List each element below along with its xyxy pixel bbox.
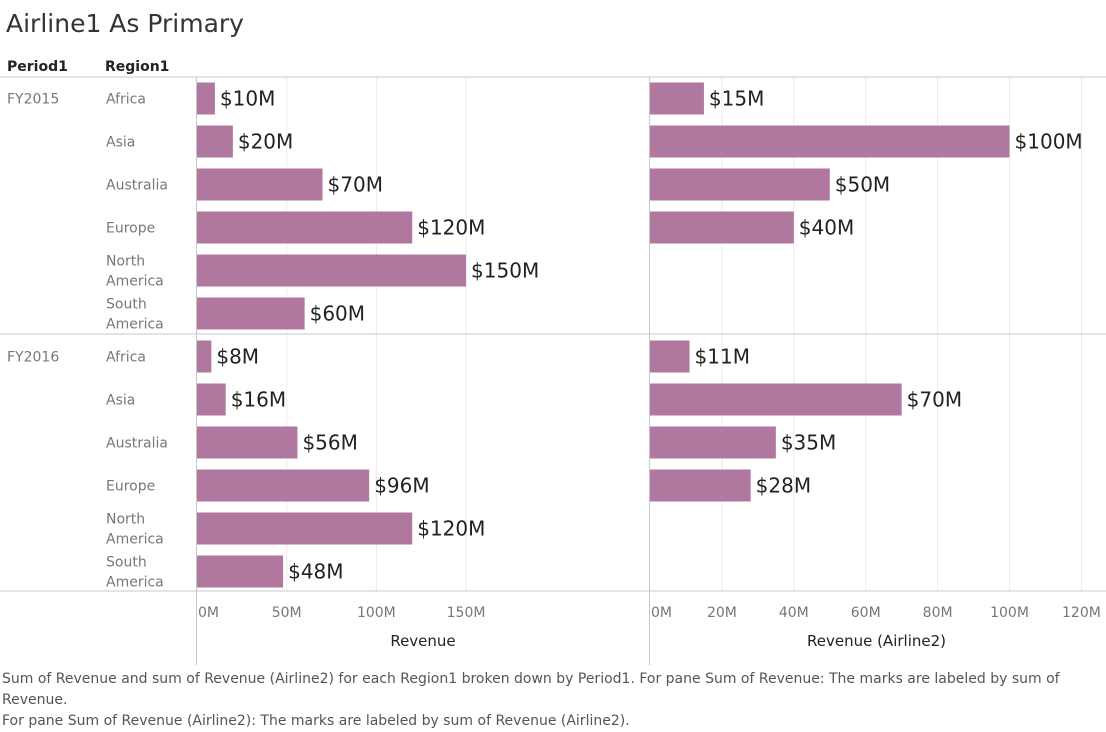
region-label: Europe	[106, 221, 155, 237]
tick-label: 150M	[447, 605, 486, 621]
period-header: Period1	[7, 59, 68, 75]
bar	[650, 340, 690, 373]
data-label: $70M	[907, 388, 962, 412]
bar	[650, 469, 751, 502]
bar	[197, 469, 370, 502]
tick-label: 80M	[923, 605, 953, 621]
data-label: $60M	[310, 302, 365, 326]
region-label: Europe	[106, 479, 155, 495]
data-label: $56M	[302, 431, 357, 455]
data-label: $100M	[1015, 130, 1083, 154]
region-label: Asia	[106, 135, 135, 151]
region-label: Africa	[106, 92, 146, 108]
data-label: $50M	[835, 173, 890, 197]
period-label: FY2016	[7, 350, 59, 366]
data-label: $70M	[328, 173, 383, 197]
data-label: $20M	[238, 130, 293, 154]
tick-label: 0M	[651, 605, 672, 621]
data-label: $16M	[231, 388, 286, 412]
bar	[197, 555, 284, 588]
region-label: America	[106, 274, 164, 290]
tick-label: 60M	[851, 605, 881, 621]
region-label: America	[106, 575, 164, 591]
data-label: $150M	[471, 259, 539, 283]
region-label: North	[106, 254, 145, 270]
x-axis-title: Revenue (Airline2)	[807, 632, 946, 650]
data-label: $11M	[695, 345, 750, 369]
region-label: Australia	[106, 178, 168, 194]
data-label: $120M	[417, 216, 485, 240]
data-label: $10M	[220, 87, 275, 111]
bar	[650, 125, 1010, 158]
bar	[197, 297, 305, 330]
region-label: Australia	[106, 436, 168, 452]
region-label: America	[106, 532, 164, 548]
bar	[650, 426, 776, 459]
bar	[197, 426, 298, 459]
region-label: South	[106, 555, 147, 571]
region-label: North	[106, 512, 145, 528]
tick-label: 40M	[779, 605, 809, 621]
period-label: FY2015	[7, 92, 59, 108]
bar-chart: FY2015 Africa Asia Australia Europe North Amer…	[0, 76, 1106, 665]
bar	[197, 383, 226, 416]
bar	[197, 82, 215, 115]
tick-label: 50M	[272, 605, 302, 621]
tick-label: 0M	[198, 605, 219, 621]
data-label: $48M	[288, 560, 343, 584]
chart-title: Airline1 As Primary	[6, 9, 244, 38]
region-header: Region1	[105, 59, 170, 75]
bar	[650, 168, 830, 201]
bar	[650, 211, 794, 244]
data-label: $120M	[417, 517, 485, 541]
bar	[197, 512, 413, 545]
bar	[197, 254, 467, 287]
data-label: $40M	[799, 216, 854, 240]
data-label: $96M	[374, 474, 429, 498]
tick-label: 100M	[990, 605, 1029, 621]
region-label: America	[106, 317, 164, 333]
data-label: $8M	[216, 345, 259, 369]
x-axis-title: Revenue	[390, 632, 455, 650]
tick-label: 100M	[357, 605, 396, 621]
data-label: $35M	[781, 431, 836, 455]
bar	[650, 82, 704, 115]
region-label: Africa	[106, 350, 146, 366]
chart-caption: Sum of Revenue and sum of Revenue (Airli…	[2, 671, 1060, 729]
data-label: $15M	[709, 87, 764, 111]
region-label: South	[106, 297, 147, 313]
bar	[650, 383, 902, 416]
data-label: $28M	[756, 474, 811, 498]
bar	[197, 211, 413, 244]
bar	[197, 125, 233, 158]
bar	[197, 340, 212, 373]
tick-label: 120M	[1062, 605, 1101, 621]
bar	[197, 168, 323, 201]
tick-label: 20M	[707, 605, 737, 621]
region-label: Asia	[106, 393, 135, 409]
